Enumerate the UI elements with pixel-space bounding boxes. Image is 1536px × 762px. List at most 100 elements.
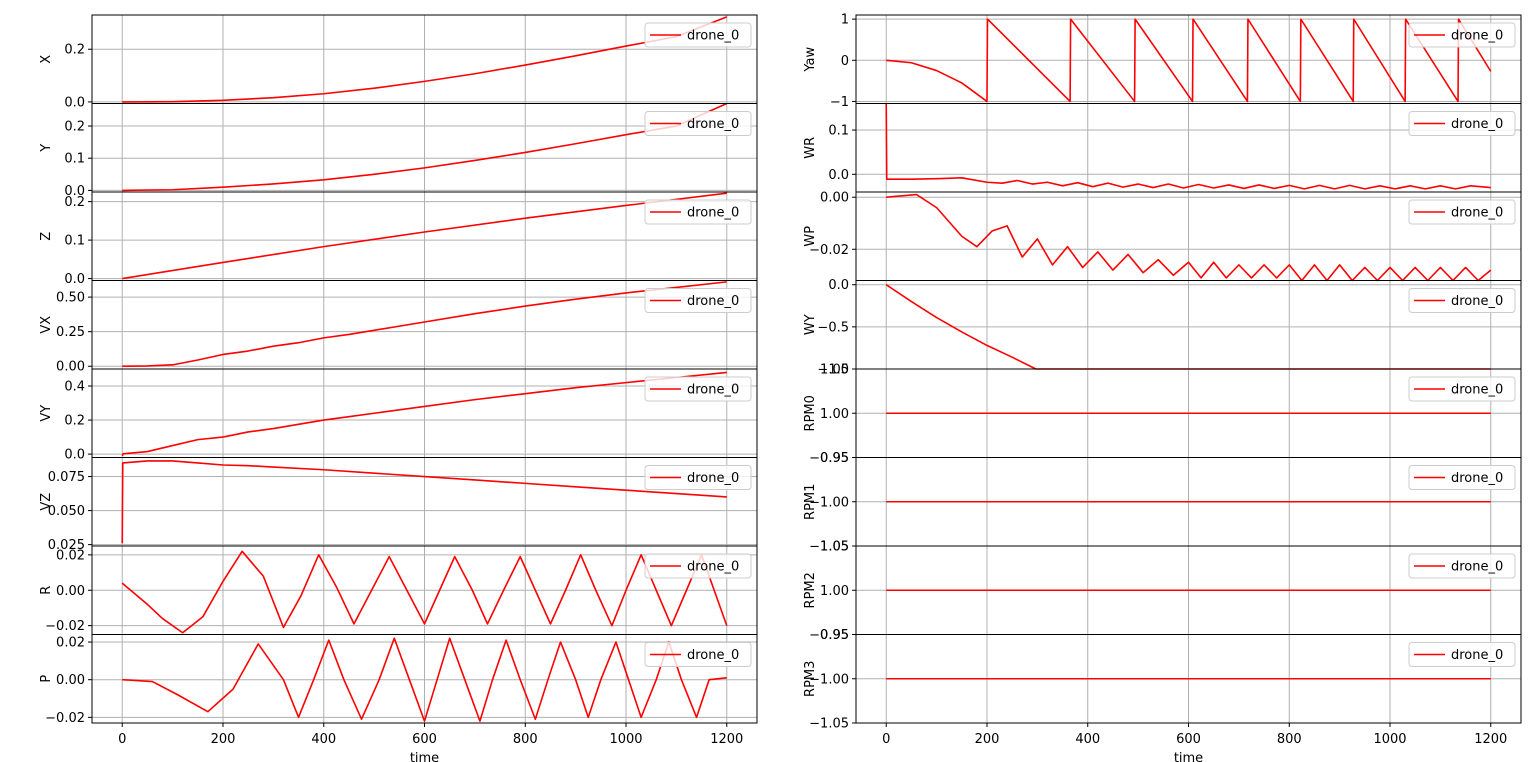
x-tick-label: 600 [1176, 732, 1201, 747]
series-line-drone-0 [122, 637, 727, 722]
y-axis-label: RPM0 [803, 395, 818, 431]
legend-box [1408, 199, 1516, 225]
y-axis-label: VZ [39, 493, 54, 511]
y-tick-label: 0.95 [820, 628, 849, 643]
legend: drone_0 [1408, 22, 1516, 48]
legend-label: drone_0 [1451, 471, 1503, 486]
subplot-rpm3: −1.05 −1.00 −0.95 RPM3 drone_0 0 200 400 600 800 1… [803, 628, 1522, 762]
legend-label: drone_0 [1451, 648, 1503, 663]
legend-box [644, 22, 752, 48]
subplot-vy: 0.0 0.2 0.4 VY drone_0 [39, 368, 758, 463]
y-tick-label: 0.95 [820, 451, 849, 466]
x-tick-label: 800 [513, 732, 538, 747]
legend-label: drone_0 [1451, 29, 1503, 44]
legend-box [644, 111, 752, 136]
legend: drone_0 [644, 642, 752, 667]
y-tick-label: 0.1 [64, 152, 85, 167]
y-axis-label: WR [803, 137, 818, 159]
legend: drone_0 [1408, 553, 1516, 579]
y-axis-label: X [39, 55, 54, 64]
y-tick-label: 0.2 [64, 43, 85, 58]
y-tick-label: 0.075 [48, 470, 85, 485]
y-tick-label: −1 [830, 95, 849, 110]
subplot-wr: 0.0 0.1 WR drone_0 [803, 103, 1522, 193]
x-tick-label: 0 [882, 732, 890, 747]
y-tick-label: 0.1 [64, 234, 85, 249]
y-tick-label: 0.0 [64, 95, 85, 110]
y-tick-label: 0.02 [56, 636, 85, 651]
x-tick-label: 200 [975, 732, 1000, 747]
legend-box [644, 642, 752, 667]
legend: drone_0 [644, 288, 752, 313]
y-tick-label: 0.050 [48, 504, 85, 519]
legend-label: drone_0 [687, 29, 739, 44]
legend-box [644, 288, 752, 313]
y-axis-label: WP [803, 226, 818, 247]
y-tick-label: 0.50 [56, 291, 85, 306]
series-line-drone-0 [885, 103, 1491, 190]
x-tick-label: 800 [1277, 732, 1302, 747]
y-tick-label: −0.5 [817, 320, 849, 335]
y-tick-label: −0.02 [45, 619, 85, 634]
x-tick-label: 0 [118, 732, 126, 747]
legend: drone_0 [644, 199, 752, 225]
y-tick-label: 0.0 [64, 448, 85, 463]
x-tick-label: 400 [1075, 732, 1100, 747]
y-tick-label: 0.1 [828, 124, 849, 139]
y-tick-label: 0.4 [64, 380, 85, 395]
legend-box [1408, 111, 1516, 136]
legend: drone_0 [644, 111, 752, 136]
y-tick-label: 1.05 [820, 363, 849, 378]
legend: drone_0 [1408, 642, 1516, 667]
series-line-drone-0 [122, 192, 727, 280]
x-tick-label: 200 [211, 732, 236, 747]
y-axis-label: RPM2 [803, 572, 818, 608]
y-tick-label: 0.025 [48, 538, 85, 553]
legend-box [644, 465, 752, 490]
legend: drone_0 [1408, 199, 1516, 225]
y-tick-label: 0.0 [828, 168, 849, 183]
legend: drone_0 [644, 465, 752, 490]
subplot-rpm0: 0.95 1.00 1.05 RPM0 drone_0 [803, 363, 1522, 466]
legend-box [1408, 553, 1516, 579]
y-tick-label: −1.05 [809, 540, 849, 555]
y-tick-label: 1 [841, 13, 849, 28]
series-line-drone-0 [886, 18, 1492, 103]
y-tick-label: 0.0 [64, 272, 85, 287]
legend-box [644, 553, 752, 579]
legend-label: drone_0 [1451, 117, 1503, 132]
x-axis-label: time [410, 751, 439, 762]
y-tick-label: 0.25 [56, 325, 85, 340]
y-tick-label: −1.00 [809, 672, 849, 687]
legend-box [1408, 22, 1516, 48]
legend-box [1408, 642, 1516, 667]
y-tick-label: −1.05 [809, 717, 849, 732]
series-line-drone-0 [122, 16, 728, 103]
series-line-drone-0 [885, 284, 1491, 370]
legend-label: drone_0 [1451, 206, 1503, 221]
series-line-drone-0 [121, 371, 727, 457]
legend-label: drone_0 [687, 206, 739, 221]
subplot-wy: −1.0 −0.5 0.0 WY drone_0 [803, 278, 1522, 378]
y-tick-label: 1.05 [820, 540, 849, 555]
y-tick-label: 0.0 [64, 184, 85, 199]
y-tick-label: −1.00 [809, 495, 849, 510]
y-tick-label: 0.2 [64, 195, 85, 210]
series-line-drone-0 [122, 102, 728, 192]
y-tick-label: −0.02 [809, 243, 849, 258]
y-tick-label: −1.0 [817, 363, 849, 378]
x-tick-label: 1000 [609, 732, 642, 747]
y-axis-label: R [39, 586, 54, 595]
y-axis-label: RPM1 [803, 484, 818, 520]
y-axis-label: Z [39, 232, 54, 241]
y-axis-label: RPM3 [803, 661, 818, 697]
legend-box [1408, 465, 1516, 490]
subplot-rpm1: −1.05 −1.00 −0.95 RPM1 drone_0 [803, 451, 1522, 555]
y-tick-label: 0.00 [56, 584, 85, 599]
y-axis-label: WY [803, 314, 818, 335]
